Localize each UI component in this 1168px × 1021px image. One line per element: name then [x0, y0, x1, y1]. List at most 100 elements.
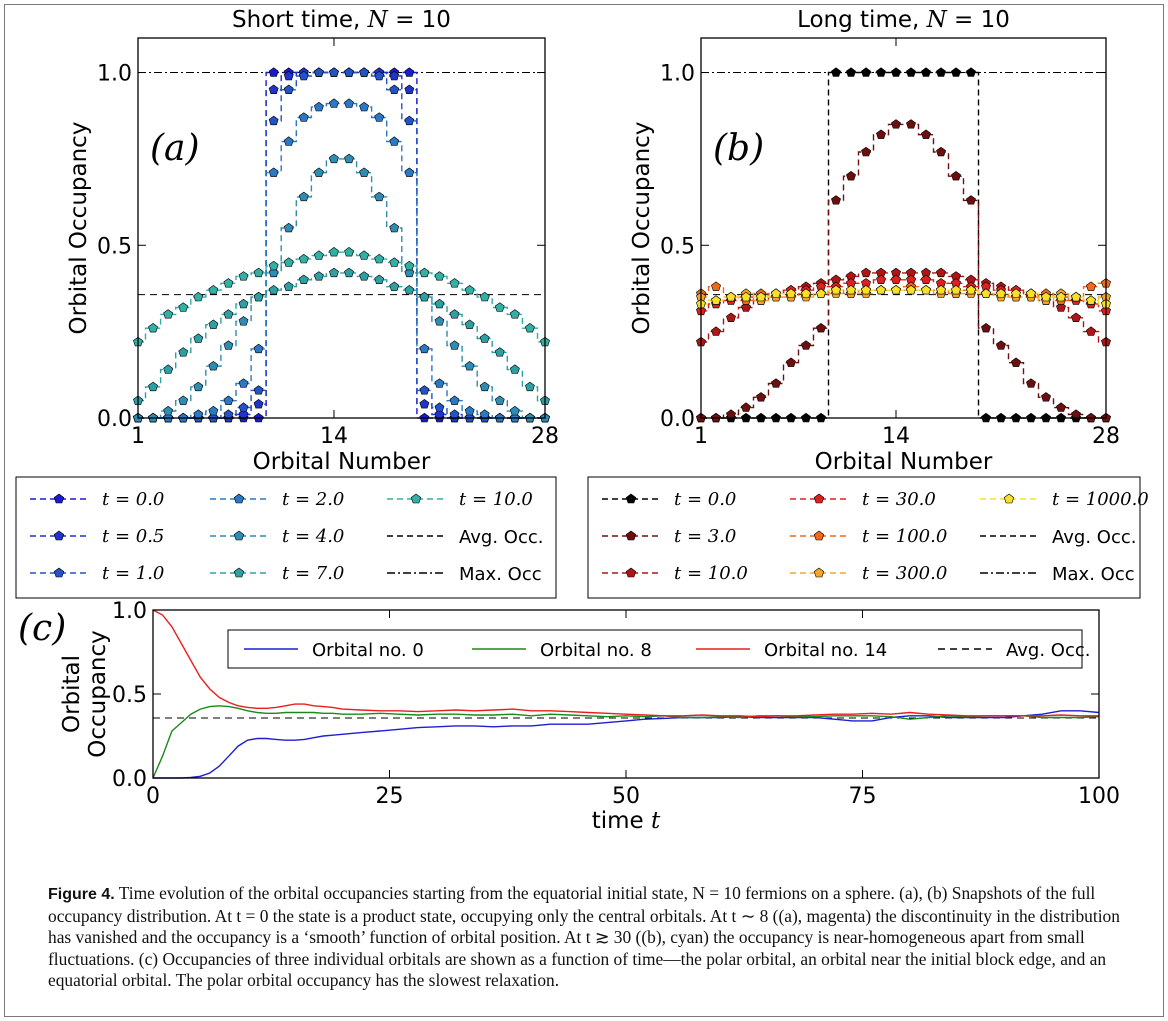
legend-marker [813, 493, 825, 504]
legend-label: Avg. Occ. [1052, 527, 1136, 548]
y-tick-label: 1.0 [97, 62, 132, 87]
data-point [313, 67, 324, 77]
data-point [208, 285, 219, 295]
series-1 [696, 119, 1111, 423]
series-line-2 [152, 609, 1099, 718]
data-point [891, 119, 901, 129]
series-1 [133, 67, 550, 423]
data-point [283, 222, 294, 233]
series-line [138, 272, 545, 402]
data-point [1056, 291, 1066, 302]
series-6 [133, 247, 550, 347]
series-0 [696, 67, 1111, 423]
data-point [846, 285, 856, 295]
data-point [479, 333, 490, 343]
data-point [434, 378, 445, 388]
data-point [876, 285, 886, 295]
x-tick-label: 14 [320, 424, 348, 449]
data-point [1011, 357, 1021, 367]
data-point [374, 274, 385, 285]
data-point [494, 347, 505, 357]
series-line-0 [153, 710, 1100, 779]
data-point [1011, 288, 1021, 298]
plot-area [700, 37, 1107, 419]
data-point [464, 319, 475, 329]
y-tick-label: 0.5 [112, 683, 147, 708]
data-point [861, 285, 871, 295]
data-point [329, 267, 339, 278]
series-line [701, 289, 1106, 302]
legend-marker [813, 530, 825, 541]
data-point [525, 381, 535, 392]
data-point [298, 70, 309, 81]
legend-label: Max. Occ [1052, 564, 1135, 585]
y-axis-label: Orbital Occupancy [629, 122, 655, 335]
x-tick-label: 14 [882, 424, 910, 449]
data-point [344, 67, 354, 77]
data-point [238, 316, 249, 326]
data-point [1086, 326, 1096, 336]
data-point [861, 67, 871, 77]
data-point [464, 405, 475, 416]
data-point [756, 291, 766, 302]
data-point [344, 98, 354, 108]
legend-box [587, 476, 1141, 599]
data-point [178, 302, 189, 312]
data-point [329, 247, 339, 257]
data-point [359, 167, 370, 177]
legend-label: Orbital no. 0 [312, 640, 424, 661]
data-point [268, 115, 279, 126]
data-point [359, 250, 370, 260]
data-point [223, 395, 234, 405]
legend-label: Max. Occ [459, 564, 542, 585]
legend-marker [233, 493, 245, 504]
data-point [1041, 291, 1051, 302]
x-axis-label: Orbital Number [253, 449, 431, 475]
x-axis-label: Orbital Number [815, 449, 993, 475]
y-axis-label: Orbital Occupancy [59, 630, 111, 758]
data-point [419, 399, 430, 409]
figure-frame [4, 4, 1164, 1017]
data-point [1071, 409, 1081, 419]
data-point [741, 291, 751, 302]
data-point [816, 288, 826, 298]
legend-marker [625, 493, 637, 504]
data-point [268, 285, 279, 295]
data-point [268, 167, 279, 177]
data-point [906, 119, 916, 129]
data-point [193, 409, 204, 419]
data-point [359, 101, 370, 112]
legend-marker [53, 530, 65, 541]
legend-label: t = 1000.0 [1052, 489, 1149, 510]
data-point [996, 340, 1006, 350]
data-point [464, 285, 475, 295]
data-point [193, 291, 204, 302]
panel-c: 0.0 0.5 1.0 0 25 50 75 100 time t Orbital Occupanc… [18, 599, 1120, 834]
data-point [223, 340, 234, 350]
data-point [831, 67, 841, 77]
data-point [891, 274, 901, 285]
series-line [138, 251, 545, 343]
legend-marker [813, 567, 825, 578]
legend-marker [625, 567, 637, 578]
legend-label: t = 4.0 [282, 526, 344, 547]
data-point [921, 285, 931, 295]
legend-marker [53, 567, 65, 578]
data-point [509, 405, 520, 416]
data-point [313, 271, 324, 281]
data-point [178, 395, 189, 405]
data-point [208, 361, 219, 371]
data-point [786, 288, 796, 298]
data-point [419, 385, 430, 395]
data-point [298, 112, 309, 122]
legend-label: t = 100.0 [862, 526, 947, 547]
data-point [253, 291, 264, 302]
series-0 [133, 67, 550, 423]
data-point [816, 323, 826, 333]
x-tick-label: 75 [849, 784, 877, 809]
legend-label: t = 1.0 [102, 563, 164, 584]
legend-label: t = 30.0 [862, 489, 936, 510]
legend-label: t = 7.0 [282, 563, 344, 584]
data-point [801, 288, 811, 298]
data-point [936, 67, 946, 77]
